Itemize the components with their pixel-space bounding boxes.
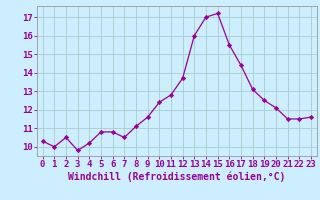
X-axis label: Windchill (Refroidissement éolien,°C): Windchill (Refroidissement éolien,°C) [68,172,285,182]
